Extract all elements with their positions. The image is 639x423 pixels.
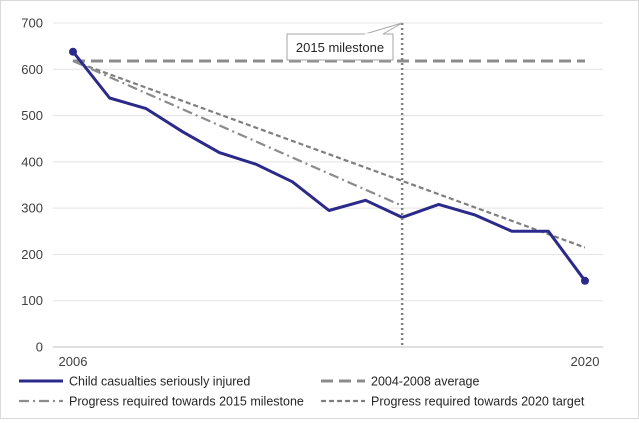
milestone-annotation-label: 2015 milestone	[296, 40, 384, 55]
callout-pointer	[364, 22, 403, 35]
y-tick-label: 100	[21, 293, 43, 308]
y-tick-label: 0	[36, 340, 43, 355]
y-tick-label: 600	[21, 62, 43, 77]
y-tick-label: 300	[21, 201, 43, 216]
legend-label-2: Progress required towards 2015 milestone	[69, 395, 304, 409]
series-line-2	[72, 59, 403, 207]
y-tick-label: 500	[21, 108, 43, 123]
series-line-3	[72, 59, 586, 249]
legend-label-3: Progress required towards 2020 target	[371, 395, 585, 409]
callout-box	[286, 33, 394, 61]
y-tick-label: 200	[21, 247, 43, 262]
y-tick-label: 700	[21, 16, 43, 31]
y-tick-label: 400	[21, 154, 43, 169]
x-tick-label: 2020	[571, 354, 600, 369]
series-line-0	[71, 50, 587, 282]
x-tick-label: 2006	[59, 354, 88, 369]
data-point-marker	[69, 47, 77, 56]
data-point-marker	[581, 276, 589, 285]
legend-label-1: 2004-2008 average	[371, 375, 479, 389]
legend-label-0: Child casualties seriously injured	[69, 375, 250, 389]
